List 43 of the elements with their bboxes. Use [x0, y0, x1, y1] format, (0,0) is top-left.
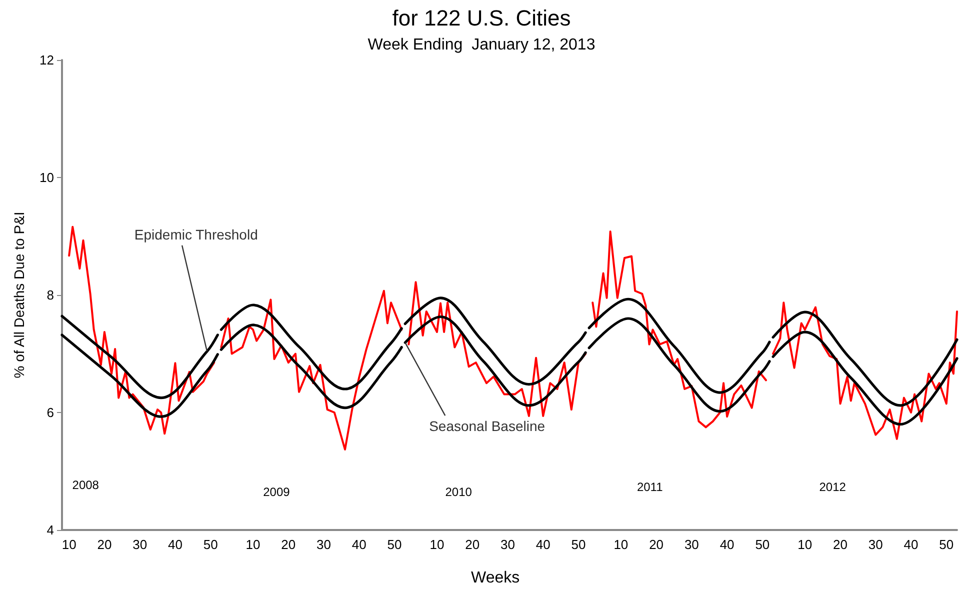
x-axis-title: Weeks [471, 570, 520, 586]
annotation: 2011 [636, 480, 664, 494]
x-tick-label: 40 [536, 537, 550, 552]
y-tick-label: 6 [46, 405, 54, 420]
x-tick-label: 10 [62, 537, 76, 552]
annotation: Epidemic Threshold [134, 226, 258, 243]
annotation: 2009 [263, 485, 290, 499]
x-tick-label: 50 [203, 537, 218, 552]
x-tick-label: 50 [755, 537, 770, 552]
y-axis-title: % of All Deaths Due to P&I [11, 212, 27, 378]
x-tick-label: 10 [798, 537, 812, 552]
x-tick-label: 10 [614, 537, 628, 552]
x-tick-label: 50 [387, 537, 402, 552]
x-tick-label: 30 [316, 537, 332, 552]
y-tick-label: 12 [40, 52, 54, 68]
x-tick-label: 10 [246, 537, 260, 552]
x-tick-label: 40 [352, 537, 366, 552]
x-tick-label: 20 [649, 537, 664, 552]
x-tick-label: 30 [500, 537, 515, 552]
y-tick-label: 4 [46, 522, 54, 538]
x-tick-label: 30 [132, 537, 148, 552]
x-tick-label: 40 [904, 537, 918, 552]
annotation: Seasonal Baseline [429, 418, 546, 434]
chart-subtitle: Week Ending January 12, 2013 [368, 36, 596, 54]
chart-title: for 122 U.S. Cities [392, 6, 571, 30]
x-tick-label: 20 [281, 537, 296, 552]
y-tick-label: 10 [40, 170, 54, 185]
x-tick-label: 10 [430, 537, 444, 552]
x-tick-label: 20 [833, 537, 848, 552]
annotation: 2008 [72, 478, 100, 492]
line-series [60, 334, 219, 418]
line-series [60, 314, 219, 400]
x-tick-label: 40 [168, 537, 182, 552]
x-tick-label: 40 [720, 537, 734, 552]
x-tick-label: 30 [868, 537, 883, 552]
x-tick-label: 20 [97, 537, 112, 552]
x-tick-label: 20 [465, 537, 480, 552]
annotation: 2012 [819, 480, 846, 494]
x-tick-label: 30 [684, 537, 699, 552]
x-tick-label: 50 [939, 537, 954, 552]
annotation: 2010 [445, 485, 472, 499]
y-tick-label: 8 [46, 288, 54, 302]
x-tick-label: 50 [571, 537, 586, 552]
